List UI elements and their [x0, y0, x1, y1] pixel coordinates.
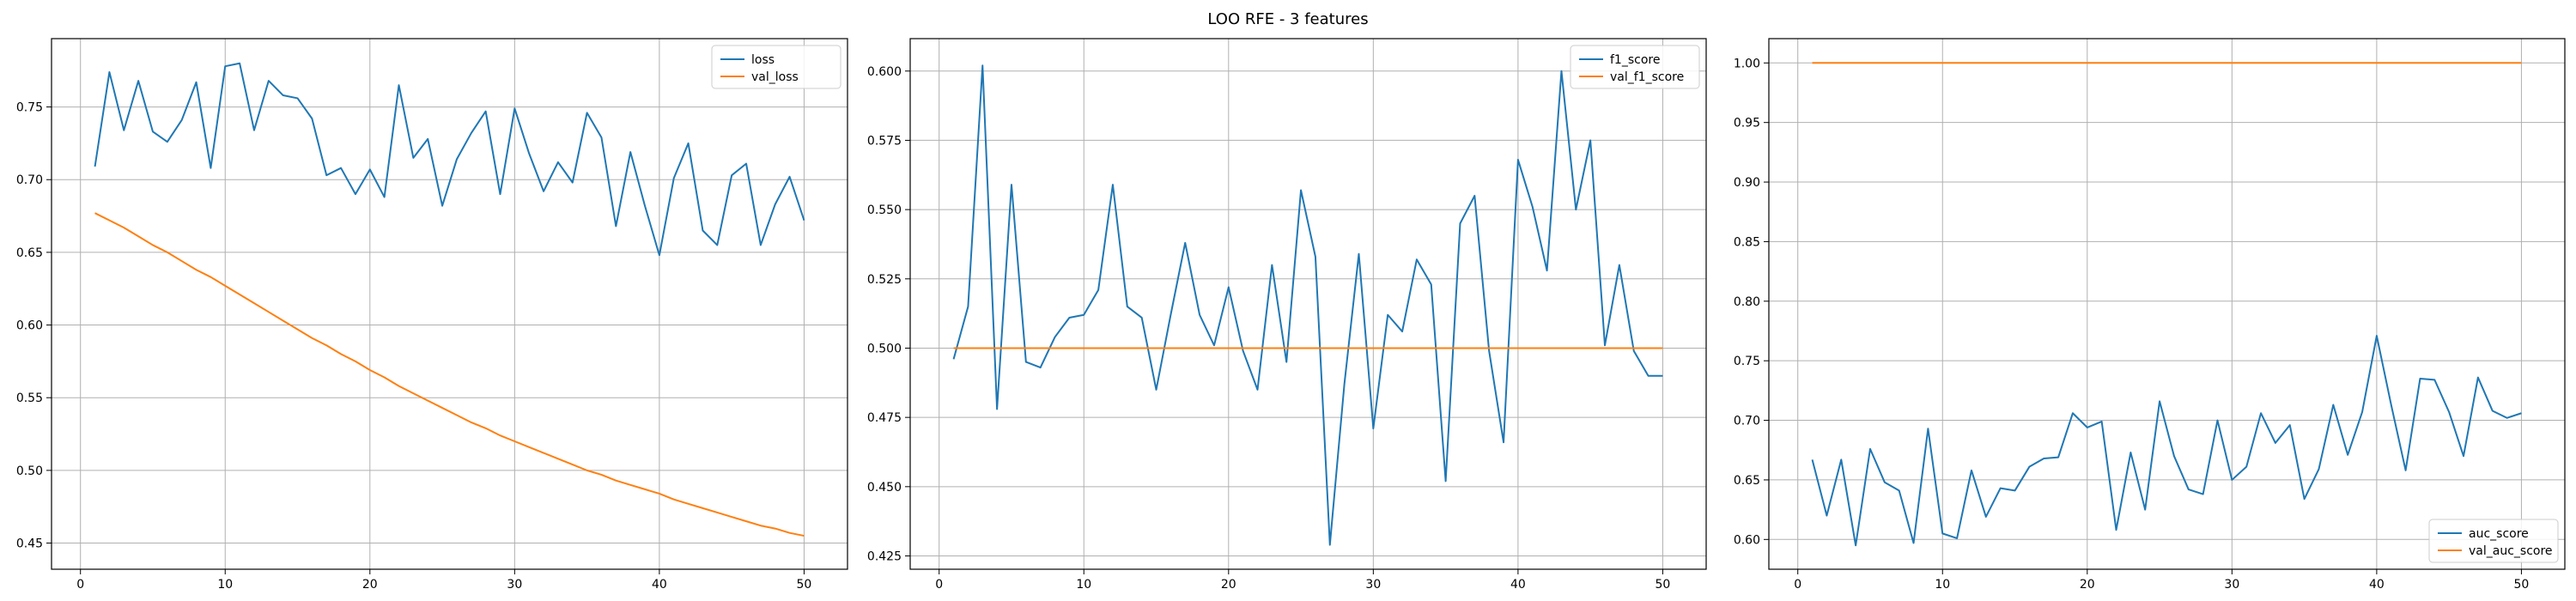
y-tick-label: 0.55: [16, 392, 43, 405]
plot-frame: [1768, 38, 2566, 570]
chart-panel-2: 0 10 20 30 40 50 0.425 0.450 0.475 0.500 0.525 0.55…: [867, 38, 1707, 592]
y-tick-label: 0.475: [867, 411, 902, 425]
x-tick-label: 40: [1510, 578, 1526, 592]
y-tick-label: 0.75: [16, 101, 43, 115]
y-tick-label: 0.80: [1734, 295, 1760, 309]
y-tick-label: 0.90: [1734, 176, 1760, 190]
x-tick-label: 30: [2224, 578, 2239, 592]
y-tick-label: 0.70: [16, 173, 43, 187]
legend: auc_score val_auc_score: [2428, 519, 2559, 563]
legend-label: auc_score: [2469, 527, 2529, 541]
y-tick-label: 0.600: [867, 65, 902, 79]
legend-label: val_loss: [751, 70, 799, 84]
chart-panel-3: 0 10 20 30 40 50 0.60 0.65 0.70 0.75 0.80 0.85 0.90 0…: [1734, 38, 2566, 592]
y-tick-label: 0.425: [867, 550, 902, 564]
legend-label: val_auc_score: [2469, 544, 2553, 558]
legend-box: [711, 45, 841, 89]
y-tick-label: 0.45: [16, 537, 43, 551]
series-line-val-loss: [94, 212, 805, 537]
x-tick-label: 50: [2514, 578, 2530, 592]
plot-frame: [909, 38, 1707, 570]
x-tick-label: 30: [507, 578, 522, 592]
y-tick-label: 0.75: [1734, 355, 1760, 368]
x-tick-label: 10: [1076, 578, 1091, 592]
y-tick-label: 0.70: [1734, 415, 1760, 428]
grid-lines: [910, 39, 1706, 569]
x-tick-label: 50: [1656, 578, 1671, 592]
y-tick-label: 0.500: [867, 342, 902, 355]
x-tick-label: 30: [1365, 578, 1381, 592]
x-tick-label: 0: [935, 578, 943, 592]
y-tick-label: 0.65: [16, 246, 43, 260]
x-tick-label: 20: [1221, 578, 1236, 592]
legend-label: val_f1_score: [1610, 70, 1684, 84]
x-tick-label: 20: [2080, 578, 2095, 592]
legend: f1_score val_f1_score: [1570, 45, 1700, 89]
x-tick-label: 10: [1935, 578, 1950, 592]
legend-label: loss: [751, 53, 775, 67]
y-tick-label: 0.65: [1734, 474, 1760, 488]
legend-box: [1570, 45, 1700, 89]
x-tick-label: 20: [362, 578, 378, 592]
x-tick-label: 40: [2369, 578, 2385, 592]
chart-panel-1: 0 10 20 30 40 50 0.45 0.50 0.55 0.60 0.65 0.70 0.75 l…: [16, 38, 848, 592]
y-tick-label: 0.575: [867, 134, 902, 148]
y-tick-label: 0.95: [1734, 117, 1760, 131]
x-tick-label: 10: [217, 578, 233, 592]
series-line-auc-score: [1811, 335, 2522, 547]
series-line-f1-score: [952, 64, 1663, 546]
legend: loss val_loss: [711, 45, 841, 89]
x-tick-label: 0: [1794, 578, 1801, 592]
y-tick-label: 0.550: [867, 203, 902, 217]
figure-title: LOO RFE - 3 features: [1207, 10, 1368, 28]
y-tick-label: 0.450: [867, 481, 902, 495]
plot-frame: [51, 38, 848, 570]
legend-label: f1_score: [1610, 53, 1660, 67]
legend-box: [2428, 519, 2559, 563]
y-tick-label: 0.50: [16, 464, 43, 478]
y-tick-label: 0.60: [16, 319, 43, 333]
y-tick-label: 0.60: [1734, 533, 1760, 547]
x-tick-label: 40: [652, 578, 667, 592]
y-tick-label: 0.525: [867, 273, 902, 287]
grid-lines: [52, 39, 848, 569]
y-tick-label: 1.00: [1734, 57, 1760, 70]
x-tick-label: 50: [797, 578, 812, 592]
series-line-loss: [94, 62, 805, 257]
x-tick-label: 0: [76, 578, 84, 592]
chart-panels: 0 10 20 30 40 50 0.45 0.50 0.55 0.60 0.65 0.70 0.75 l…: [16, 38, 2566, 592]
y-tick-label: 0.85: [1734, 235, 1760, 249]
